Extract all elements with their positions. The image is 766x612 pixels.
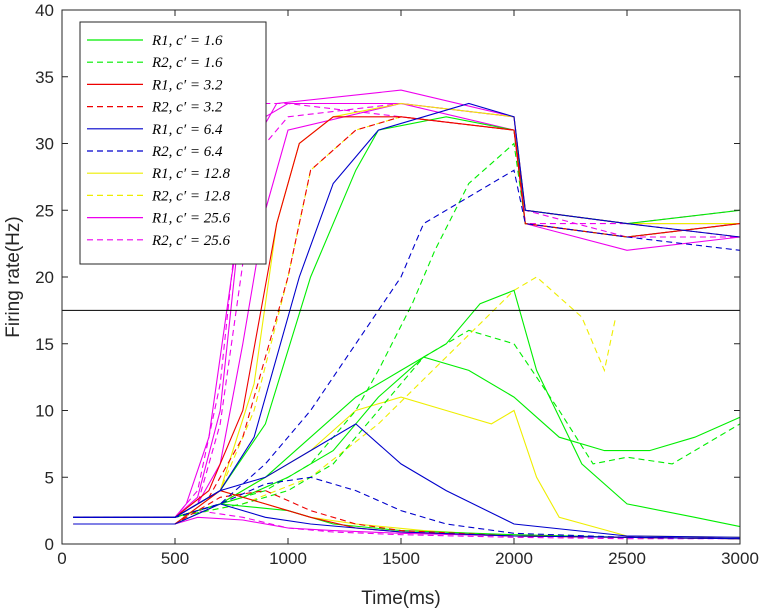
y-tick-label: 25 bbox=[35, 201, 54, 220]
legend-label: R1, c′ = 12.8 bbox=[151, 166, 230, 182]
legend-label: R1, c′ = 1.6 bbox=[151, 33, 223, 49]
series-layer bbox=[73, 89, 741, 540]
legend-label: R2, c′ = 6.4 bbox=[151, 144, 223, 160]
x-tick-label: 0 bbox=[57, 549, 66, 568]
legend-label: R2, c′ = 25.6 bbox=[151, 233, 230, 249]
series-line bbox=[73, 423, 741, 538]
series-line bbox=[73, 356, 741, 518]
y-tick-label: 5 bbox=[45, 468, 54, 487]
y-tick-label: 15 bbox=[35, 335, 54, 354]
y-tick-label: 0 bbox=[45, 535, 54, 554]
x-tick-label: 3000 bbox=[721, 549, 759, 568]
series-line bbox=[73, 169, 741, 518]
series-line bbox=[73, 503, 741, 540]
series-line bbox=[73, 102, 741, 518]
x-tick-label: 1000 bbox=[269, 549, 307, 568]
y-tick-label: 40 bbox=[35, 1, 54, 20]
legend-label: R1, c′ = 25.6 bbox=[151, 211, 230, 227]
y-tick-label: 20 bbox=[35, 268, 54, 287]
series-line bbox=[73, 102, 741, 518]
legend-label: R2, c′ = 12.8 bbox=[151, 188, 230, 204]
y-tick-label: 35 bbox=[35, 68, 54, 87]
legend-label: R1, c′ = 6.4 bbox=[151, 122, 223, 138]
legend-label: R2, c′ = 3.2 bbox=[151, 100, 223, 116]
series-line bbox=[73, 476, 741, 540]
y-axis-label: Firing rate(Hz) bbox=[3, 216, 24, 337]
series-line bbox=[73, 276, 617, 518]
x-tick-label: 2000 bbox=[495, 549, 533, 568]
legend-label: R2, c′ = 1.6 bbox=[151, 55, 223, 71]
x-tick-label: 1500 bbox=[382, 549, 420, 568]
tick-layer: 0 500 1000 1500 2000 2500 3000 0 5 10 15 20 25 30 35 40 bbox=[35, 1, 759, 568]
series-line bbox=[73, 329, 741, 518]
y-tick-label: 10 bbox=[35, 402, 54, 421]
x-axis-label: Time(ms) bbox=[361, 588, 441, 609]
x-tick-label: 2500 bbox=[608, 549, 646, 568]
legend: R1, c′ = 1.6 R2, c′ = 1.6 R1, c′ = 3.2 R2, … bbox=[79, 21, 267, 265]
x-tick-label: 500 bbox=[161, 549, 189, 568]
y-tick-label: 30 bbox=[35, 135, 54, 154]
legend-label: R1, c′ = 3.2 bbox=[151, 77, 223, 93]
